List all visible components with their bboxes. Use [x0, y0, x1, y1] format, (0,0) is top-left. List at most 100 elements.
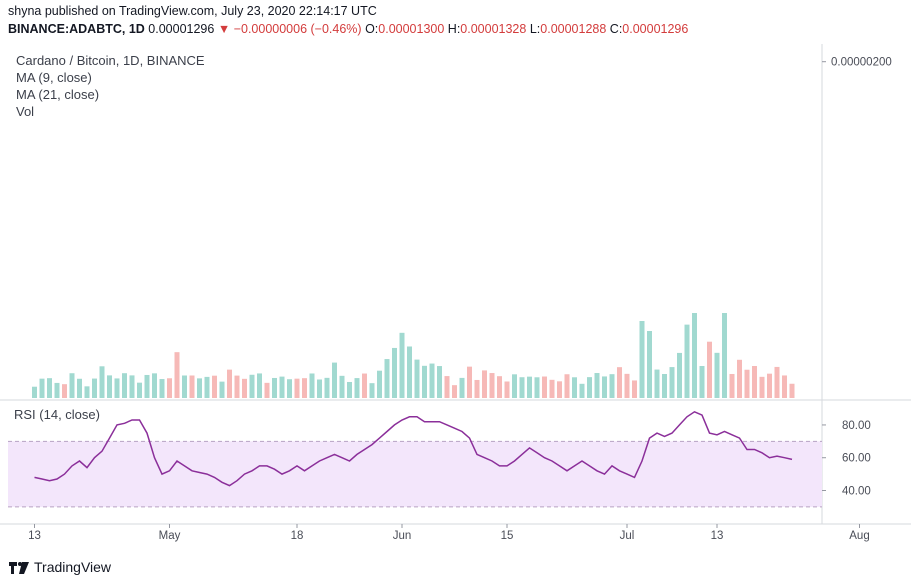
volume-bar [69, 373, 75, 398]
volume-bar [212, 375, 217, 398]
publish-info: shyna published on TradingView.com, July… [8, 4, 377, 18]
volume-bar [39, 378, 45, 398]
volume-bar [317, 379, 322, 398]
down-arrow-icon: ▼ [217, 22, 231, 36]
legend-title: Cardano / Bitcoin, 1D, BINANCE [16, 53, 205, 68]
volume-bar [482, 370, 487, 398]
volume-bar [354, 378, 360, 398]
time-tick-label: May [159, 530, 181, 542]
legend-vol[interactable]: Vol [16, 104, 35, 119]
volume-bar [167, 378, 172, 398]
volume-bar [414, 359, 420, 398]
volume-bar [752, 366, 757, 398]
time-tick-label: 15 [501, 530, 514, 542]
volume-bar [204, 376, 210, 398]
volume-bar [189, 375, 195, 398]
volume-bar [137, 382, 142, 398]
volume-bar [429, 363, 435, 398]
volume-bar [54, 382, 60, 398]
volume-bar [692, 313, 697, 398]
volume-bar [662, 373, 667, 398]
volume-bar [234, 375, 240, 398]
volume-bar [272, 377, 277, 398]
volume-bar [617, 367, 622, 398]
volume-bar [159, 379, 165, 398]
high-value: 0.00001328 [460, 22, 527, 36]
volume-bar [639, 321, 645, 398]
rsi-tick-label: 60.00 [842, 453, 871, 465]
volume-bar [302, 378, 307, 398]
volume-bar [519, 377, 525, 398]
tradingview-logo-icon[interactable] [8, 560, 30, 576]
volume-bar [677, 352, 682, 398]
volume-bar [527, 376, 532, 398]
axes: 0.000020000.000018000.000016000.00001400… [28, 57, 892, 542]
volume-bar [339, 375, 345, 398]
volume-bar [362, 373, 367, 398]
volume-bar [714, 352, 720, 398]
volume-bar [257, 373, 262, 398]
high-label: H: [447, 22, 461, 36]
close-label: C: [609, 22, 623, 36]
legend-ma21[interactable]: MA (21, close) [16, 87, 100, 102]
volume-bar [77, 378, 82, 398]
volume-bar [782, 375, 787, 398]
volume-bar [737, 359, 742, 398]
volume-bar [399, 332, 405, 398]
rsi-line [34, 410, 793, 487]
symbol-name[interactable]: BINANCE:ADABTC, 1D [8, 22, 145, 36]
rsi-title: RSI (14, close) [14, 407, 100, 422]
volume-bar [512, 374, 517, 398]
volume-bar [557, 381, 562, 398]
volume-bar [249, 374, 255, 398]
close-value: 0.00001296 [622, 22, 689, 36]
volume-bar [707, 341, 712, 398]
volume-bar [699, 366, 705, 398]
volume-bar [324, 377, 330, 398]
volume-bar [467, 366, 472, 398]
volume-bar [744, 369, 750, 398]
volume-bar [347, 381, 352, 398]
volume-bar [647, 331, 652, 398]
volume-bar [287, 379, 292, 398]
open-value: 0.00001300 [378, 22, 445, 36]
volume-bar [602, 376, 607, 398]
volume-bar [129, 375, 135, 398]
volume-bar [114, 378, 120, 398]
low-label: L: [529, 22, 541, 36]
time-tick-label: Aug [849, 530, 869, 542]
volume-bar [309, 373, 315, 398]
time-tick-label: Jul [620, 530, 635, 542]
volume-bar [182, 375, 187, 398]
volume-bar [632, 380, 637, 398]
rsi-zone [8, 441, 822, 507]
low-value: 0.00001288 [540, 22, 607, 36]
volume-bar [474, 379, 480, 398]
legend-ma9[interactable]: MA (9, close) [16, 70, 92, 85]
volume-bar [422, 365, 427, 398]
volume-bar [99, 366, 105, 398]
volume-bar [332, 362, 337, 398]
volume-bar [669, 367, 675, 398]
volume-bar [654, 369, 660, 398]
volume-bar [84, 386, 90, 398]
volume-bar [684, 324, 690, 398]
volume-bar [227, 369, 232, 398]
volume-bar [47, 378, 52, 398]
volume-bar [32, 386, 37, 398]
volume-bar [542, 376, 547, 398]
volume-bar [62, 384, 67, 398]
rsi-tick-label: 40.00 [842, 486, 871, 498]
volume-bar [572, 377, 577, 398]
tradingview-brand[interactable]: TradingView [34, 559, 112, 575]
last-price: 0.00001296 [148, 22, 215, 36]
chart-canvas[interactable]: RSI (14, close) 0.000020000.000018000.00… [0, 44, 911, 552]
volume-bar [452, 385, 457, 398]
volume-bar [279, 376, 285, 398]
volume-bar [534, 377, 540, 398]
volume-bar [549, 379, 555, 398]
volume-bar [369, 383, 375, 398]
time-tick-label: 13 [711, 530, 724, 542]
indicator-lines [34, 410, 793, 487]
volume-bar [384, 359, 390, 398]
